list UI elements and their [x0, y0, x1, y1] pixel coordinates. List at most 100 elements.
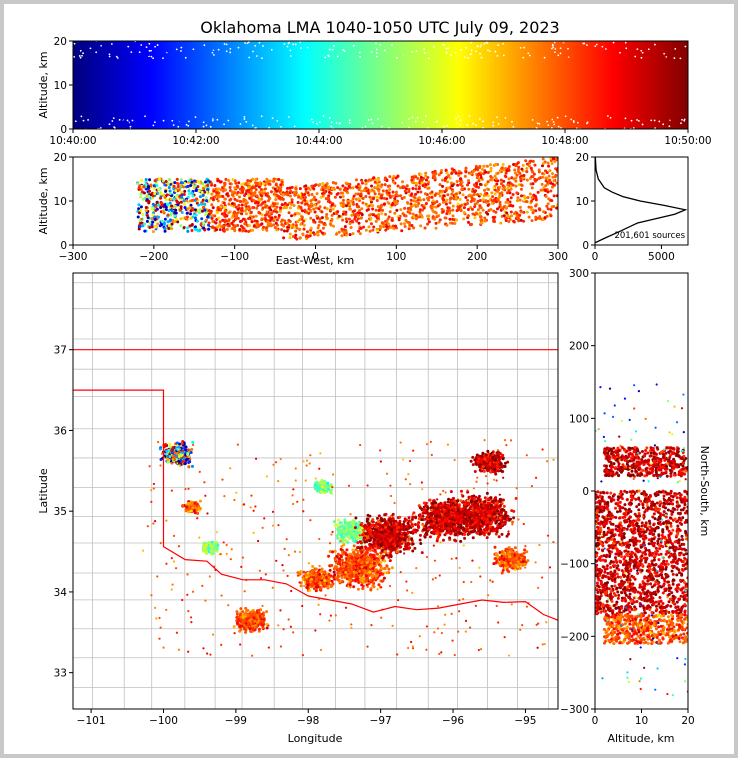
- ew-source-point: [148, 178, 152, 182]
- ew-source-point: [455, 218, 459, 222]
- ew-source-point: [164, 189, 168, 193]
- ew-source-point: [370, 184, 374, 188]
- source-point: [479, 121, 482, 124]
- time-density-band: [257, 41, 262, 129]
- ew-source-point: [295, 237, 299, 241]
- source-point: [543, 56, 546, 59]
- ew-source-point: [349, 226, 353, 230]
- ew-source-point: [392, 199, 396, 203]
- source-point: [146, 121, 149, 124]
- source-point: [99, 54, 102, 56]
- source-point: [421, 121, 424, 123]
- ew-source-point: [501, 187, 505, 191]
- time-density-band: [416, 41, 421, 129]
- plan-source-point: [168, 442, 172, 446]
- ew-source-point: [493, 174, 497, 178]
- source-point: [287, 120, 290, 123]
- ew-source-point: [236, 190, 240, 194]
- ew-source-point: [196, 185, 200, 189]
- ew-source-point: [546, 202, 550, 206]
- ew-source-point: [549, 207, 553, 211]
- ew-source-point: [544, 194, 548, 198]
- altitude-time-panel: 10:40:00 10:42:00 10:44:00 10:46:00 10:48:00…: [37, 36, 712, 147]
- source-point: [404, 117, 407, 119]
- source-point: [420, 119, 423, 121]
- source-point: [582, 125, 585, 128]
- ew-source-point: [426, 217, 430, 221]
- source-point: [383, 118, 386, 120]
- source-point: [516, 41, 519, 43]
- time-density-band: [567, 41, 572, 129]
- time-density-band: [291, 41, 295, 129]
- source-point: [197, 120, 200, 123]
- source-point: [225, 43, 228, 46]
- source-point: [604, 50, 607, 53]
- ew-source-point: [288, 232, 292, 236]
- time-density-band: [249, 41, 253, 129]
- ew-source-point: [377, 187, 381, 191]
- plan-source-point: [319, 569, 323, 573]
- time-density-band: [140, 41, 144, 129]
- time-density-band: [201, 41, 206, 129]
- ew-source-point: [509, 210, 513, 214]
- source-point: [368, 124, 370, 127]
- source-point: [80, 115, 83, 118]
- plan-source-point: [177, 450, 181, 454]
- ew-source-point: [235, 211, 239, 215]
- source-point: [496, 116, 499, 119]
- time-density-band: [332, 41, 337, 129]
- source-point: [369, 46, 371, 49]
- ew-source-point: [237, 181, 241, 185]
- ew-source-point: [466, 183, 470, 187]
- ew-source-point: [505, 211, 509, 215]
- source-point: [99, 123, 102, 125]
- ew-source-point: [530, 219, 534, 223]
- time-density-band: [358, 41, 362, 129]
- ew-source-point: [293, 225, 297, 229]
- source-point: [132, 124, 134, 127]
- source-point: [110, 125, 113, 127]
- source-point: [551, 54, 554, 57]
- plan-source-point: [257, 629, 261, 633]
- source-point: [579, 116, 581, 118]
- source-point: [379, 43, 382, 46]
- source-point: [401, 54, 404, 57]
- source-point: [318, 121, 321, 124]
- ew-source-point: [496, 189, 500, 193]
- source-point: [76, 57, 79, 60]
- source-point: [592, 124, 595, 127]
- ew-source-point: [296, 200, 300, 204]
- time-density-band: [559, 41, 564, 129]
- ew-source-point: [536, 190, 540, 194]
- plan-source-point: [241, 614, 245, 618]
- source-point: [435, 121, 438, 123]
- ew-source-point: [491, 195, 495, 199]
- ew-source-point: [371, 204, 375, 208]
- ew-source-point: [483, 188, 487, 192]
- source-point: [233, 118, 235, 121]
- ew-source-point: [333, 195, 337, 199]
- ew-source-point: [537, 207, 541, 211]
- ew-source-point: [245, 189, 249, 193]
- ew-source-point: [424, 201, 428, 205]
- plan-source-point: [168, 445, 172, 449]
- ew-source-point: [157, 215, 161, 219]
- ew-source-point: [344, 228, 348, 232]
- source-point: [645, 53, 648, 56]
- ew-source-point: [481, 197, 485, 201]
- ew-source-point: [273, 187, 277, 191]
- ew-source-point: [268, 206, 272, 210]
- ew-source-point: [520, 174, 524, 178]
- ew-source-point: [506, 215, 510, 219]
- source-point: [512, 125, 515, 128]
- ew-source-point: [215, 191, 219, 195]
- time-density-band: [595, 41, 600, 129]
- source-point: [348, 122, 351, 124]
- ew-source-point: [257, 185, 261, 189]
- ew-source-point: [282, 224, 286, 228]
- ew-source-point: [223, 209, 227, 213]
- ew-source-point: [451, 208, 455, 212]
- ew-source-point: [450, 171, 454, 175]
